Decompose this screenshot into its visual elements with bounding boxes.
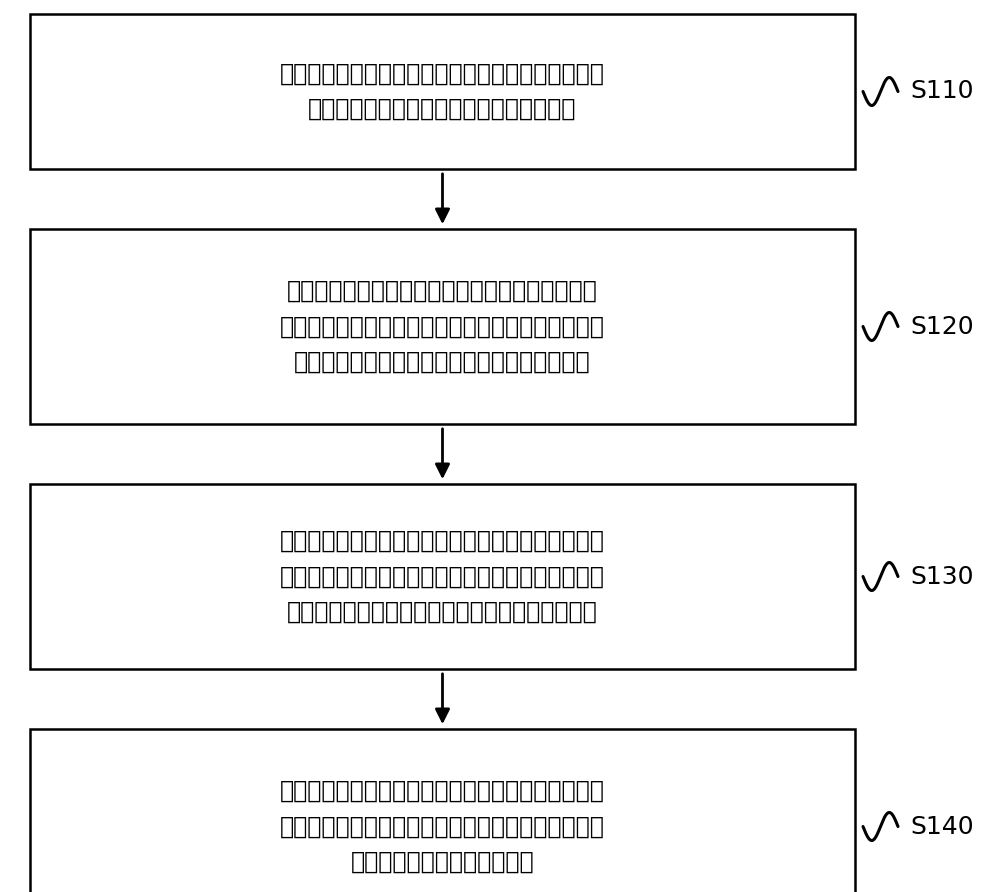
- Text: 获取驾驶员输入的行程终点，根据当前位置和行程终
点对全程路径进行分段，得到分段路径信息: 获取驾驶员输入的行程终点，根据当前位置和行程终 点对全程路径进行分段，得到分段路…: [280, 62, 605, 121]
- Text: 根据预测车速、预测载重、预测驾驶风格、交通信息
和分段路径信息，确定全程各分段路径的电荷预测分
配，以及当前分段路径对应的等效因子和惩罚因子: 根据预测车速、预测载重、预测驾驶风格、交通信息 和分段路径信息，确定全程各分段路…: [280, 529, 605, 624]
- Text: 根据当前动力需求，以及当前分段路径对应的电荷预
测分配、等效因子和惩罚因子，确定当前分段路径对
应的发动机和电机的能量分配: 根据当前动力需求，以及当前分段路径对应的电荷预 测分配、等效因子和惩罚因子，确定…: [280, 779, 605, 874]
- Bar: [30, 14, 855, 169]
- Text: 按照预设更新周期获取当前位置对应的分段路径信
息、交通信息和车辆的行驶数据，并基于对应的预测
模型，确定预测车速、预测载重和预测驾驶风格: 按照预设更新周期获取当前位置对应的分段路径信 息、交通信息和车辆的行驶数据，并基…: [280, 279, 605, 374]
- Text: S140: S140: [910, 814, 974, 838]
- Text: S110: S110: [910, 79, 974, 103]
- Text: S130: S130: [910, 565, 974, 589]
- Bar: [30, 729, 855, 892]
- Bar: [30, 229, 855, 424]
- Text: S120: S120: [910, 315, 974, 338]
- Bar: [30, 484, 855, 669]
